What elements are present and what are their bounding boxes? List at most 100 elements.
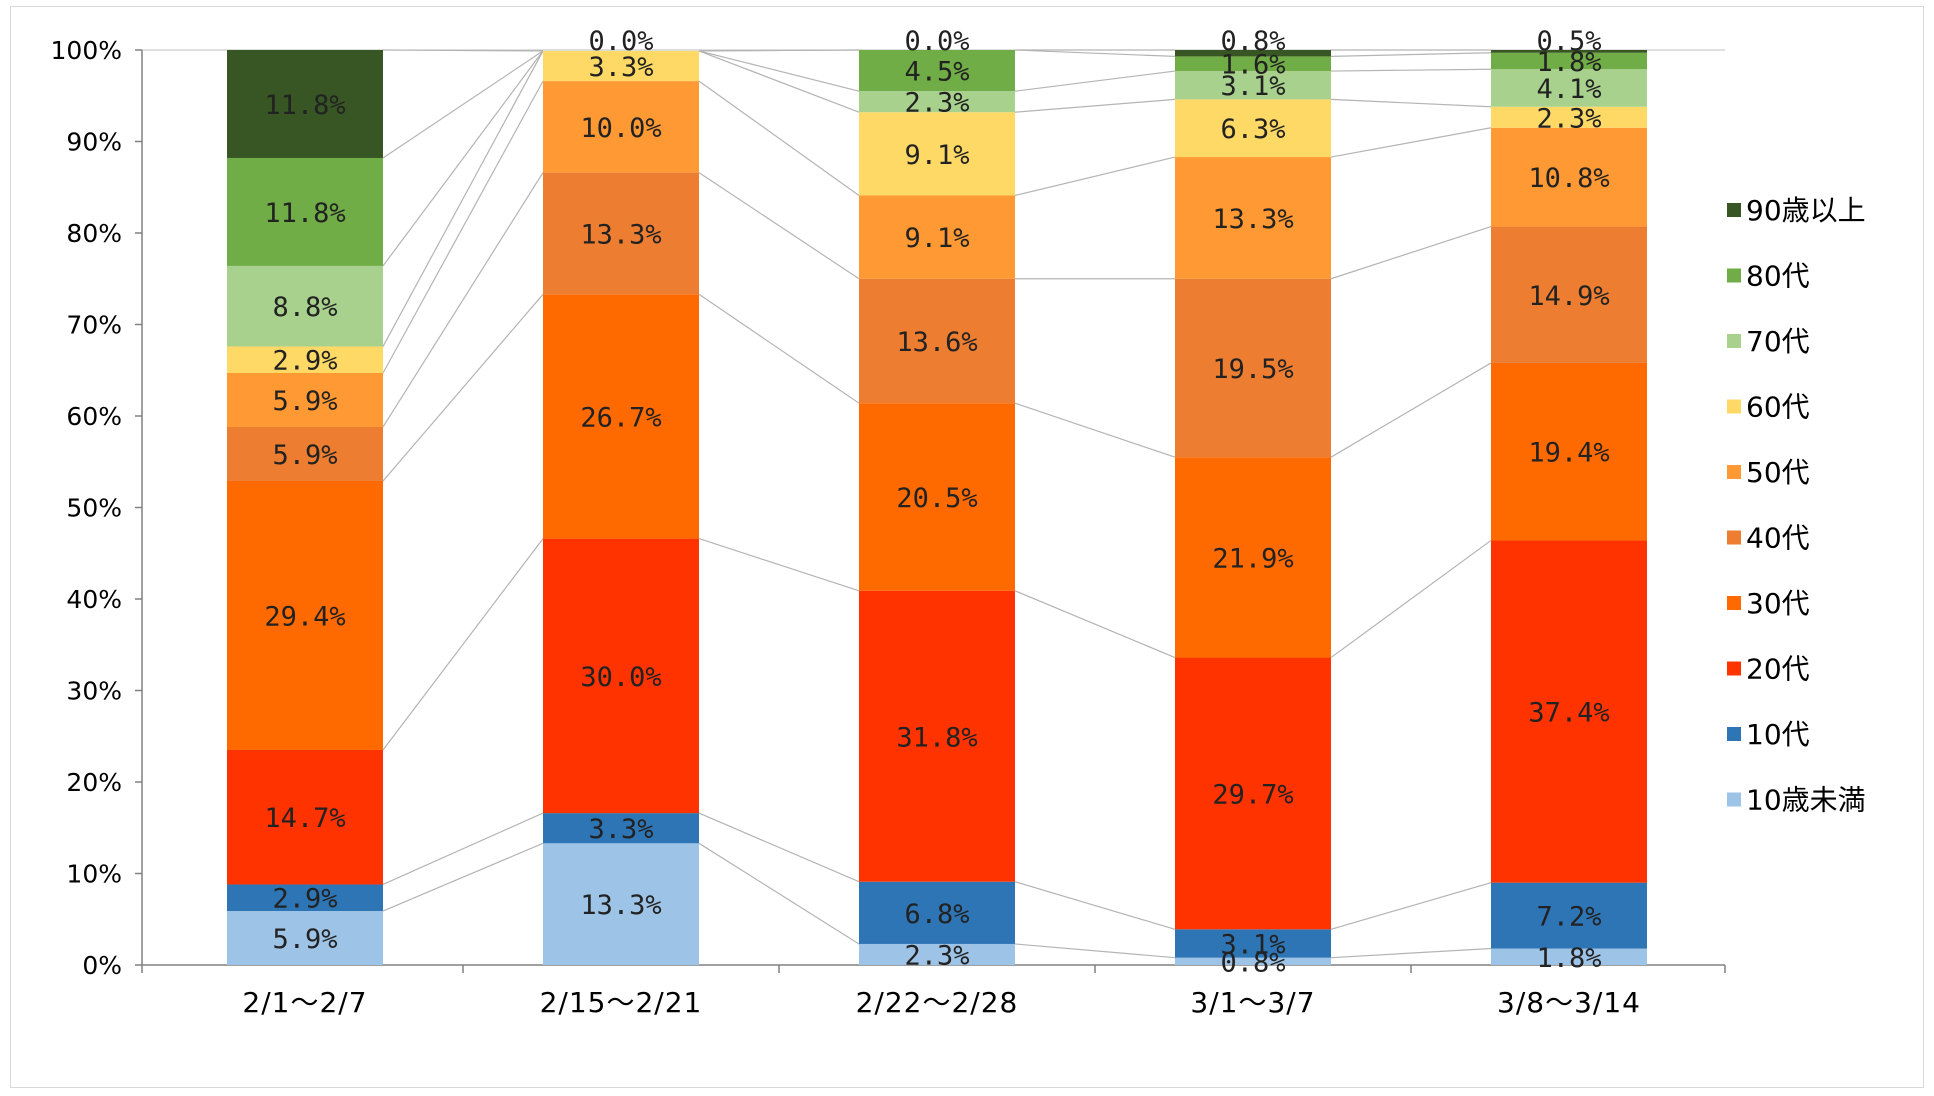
bar-segment — [543, 538, 699, 814]
series-line — [698, 172, 860, 280]
y-tick-label: 100% — [51, 36, 122, 65]
x-category-label: 2/15～2/21 — [540, 986, 703, 1019]
y-tick-label: 80% — [66, 219, 122, 248]
x-category-label: 2/22～2/28 — [856, 986, 1019, 1019]
data-label: 30.0% — [580, 662, 661, 693]
series-line — [698, 538, 860, 592]
bar-segment — [1175, 71, 1331, 100]
data-label: 2.3% — [904, 88, 969, 119]
legend-swatch — [1727, 399, 1741, 414]
bar-segment — [1491, 69, 1647, 107]
series-line — [382, 293, 544, 482]
series-line — [1014, 49, 1176, 58]
series-line — [382, 538, 544, 751]
bar-segment — [1491, 948, 1647, 965]
legend-label: 70代 — [1746, 325, 1810, 358]
legend-label: 40代 — [1746, 522, 1810, 555]
legend-swatch — [1727, 268, 1741, 283]
x-category-label: 3/1～3/7 — [1190, 986, 1315, 1019]
data-label: 14.7% — [264, 803, 345, 834]
data-label: 14.9% — [1528, 281, 1609, 312]
data-label: 3.1% — [1220, 71, 1285, 102]
data-label: 13.3% — [580, 890, 661, 921]
bar-segment — [543, 294, 699, 539]
legend: 90歳以上 80代 70代 60代 50代 40代 30代 20代 10代 10歳未満 — [1727, 194, 1866, 817]
bar-segment — [543, 172, 699, 295]
data-label: 19.5% — [1212, 354, 1293, 385]
data-label: 11.8% — [264, 198, 345, 229]
legend-label: 80代 — [1746, 260, 1810, 293]
data-label: 6.8% — [904, 899, 969, 930]
data-label: 4.5% — [904, 57, 969, 88]
data-label: 3.1% — [1220, 929, 1285, 960]
bars — [227, 50, 1647, 965]
legend-swatch — [1727, 727, 1741, 741]
bar-segment — [1491, 50, 1647, 53]
bar-segment — [1175, 278, 1331, 458]
data-label: 31.8% — [896, 722, 977, 753]
series-line — [1330, 539, 1492, 659]
y-tick-label: 50% — [66, 494, 122, 523]
y-tick-label: 30% — [66, 677, 122, 706]
series-line — [1014, 98, 1176, 113]
series-line — [698, 49, 860, 52]
series-line — [1330, 882, 1492, 930]
series-line — [1330, 947, 1492, 959]
bar-segment — [1491, 362, 1647, 541]
legend-swatch — [1727, 792, 1741, 807]
bar-segment — [227, 265, 383, 347]
data-label: 8.8% — [272, 292, 337, 323]
data-label: 29.7% — [1212, 779, 1293, 810]
data-label: 0.8% — [1220, 26, 1285, 57]
bar-segment — [227, 50, 383, 158]
legend-label: 30代 — [1746, 587, 1810, 620]
x-category-label: 2/1～2/7 — [242, 986, 367, 1019]
bar-segment — [543, 813, 699, 844]
legend-swatch — [1727, 465, 1741, 479]
data-label: 13.6% — [896, 327, 977, 358]
bar-segment — [227, 372, 383, 427]
bar-segment — [859, 881, 1015, 944]
bar-segment — [543, 81, 699, 173]
data-label: 6.3% — [1220, 114, 1285, 145]
data-label: 26.7% — [580, 402, 661, 433]
y-tick-label: 70% — [66, 311, 122, 340]
series-line — [382, 842, 544, 912]
data-label: 9.1% — [904, 140, 969, 171]
data-label: 9.1% — [904, 223, 969, 254]
series-line — [382, 172, 544, 428]
data-label: 5.9% — [272, 440, 337, 471]
bar-segment — [1491, 540, 1647, 883]
series-line — [698, 50, 860, 92]
data-label: 20.5% — [896, 483, 977, 514]
bar-segment — [1175, 50, 1331, 57]
y-tick-label: 20% — [66, 768, 122, 797]
bar-segment — [1491, 127, 1647, 227]
data-label: 13.3% — [1212, 204, 1293, 235]
bar-segment — [859, 590, 1015, 882]
data-label: 0.0% — [904, 26, 969, 57]
x-category-label: 3/8～3/14 — [1497, 986, 1641, 1019]
data-label: 37.4% — [1528, 698, 1609, 729]
data-label: 5.9% — [272, 386, 337, 417]
bar-segment — [1175, 657, 1331, 930]
y-tick-label: 60% — [66, 402, 122, 431]
series-line — [1014, 70, 1176, 92]
series-line — [698, 293, 860, 404]
data-label: 0.8% — [1220, 947, 1285, 978]
bar-segment — [227, 480, 383, 750]
series-line — [382, 50, 544, 347]
data-label: 2.9% — [272, 346, 337, 377]
data-label: 3.3% — [588, 52, 653, 83]
data-label: 10.0% — [580, 113, 661, 144]
bar-segment — [859, 278, 1015, 404]
y-tick-label: 40% — [66, 585, 122, 614]
data-label: 19.4% — [1528, 438, 1609, 469]
data-label: 10.8% — [1528, 163, 1609, 194]
series-line — [382, 50, 544, 159]
series-line — [1014, 156, 1176, 197]
bar-segment — [227, 884, 383, 912]
bar-segment — [543, 843, 699, 965]
data-label: 2.9% — [272, 884, 337, 915]
